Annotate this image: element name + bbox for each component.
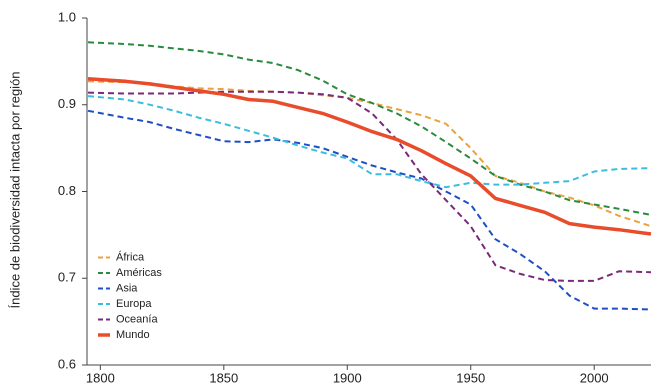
legend-label: Mundo <box>116 329 150 341</box>
x-tick-label: 1800 <box>86 370 115 385</box>
legend-label: Asia <box>116 282 138 294</box>
legend-label: Oceanía <box>116 313 158 325</box>
series-line <box>87 90 652 282</box>
y-tick-label: 0.9 <box>58 96 76 111</box>
x-tick-label: 1950 <box>456 370 485 385</box>
legend-label: África <box>116 250 145 263</box>
series-line <box>87 41 652 216</box>
series-line <box>87 109 652 311</box>
x-tick-label: 1900 <box>333 370 362 385</box>
y-tick-label: 0.6 <box>58 356 76 371</box>
y-axis-label: Índice de biodiversidad intacta por regi… <box>7 71 22 308</box>
x-tick-label: 1850 <box>209 370 238 385</box>
series-line <box>87 76 652 236</box>
legend: África Américas Asia Europa Oceanía Mundo <box>98 250 162 341</box>
y-tick-label: 1.0 <box>58 9 76 24</box>
x-tick-label: 2000 <box>580 370 609 385</box>
legend-label: Europa <box>116 298 152 310</box>
y-tick-label: 0.7 <box>58 270 76 285</box>
legend-label: Américas <box>116 267 162 279</box>
y-tick-label: 0.8 <box>58 183 76 198</box>
series-line <box>87 95 652 189</box>
